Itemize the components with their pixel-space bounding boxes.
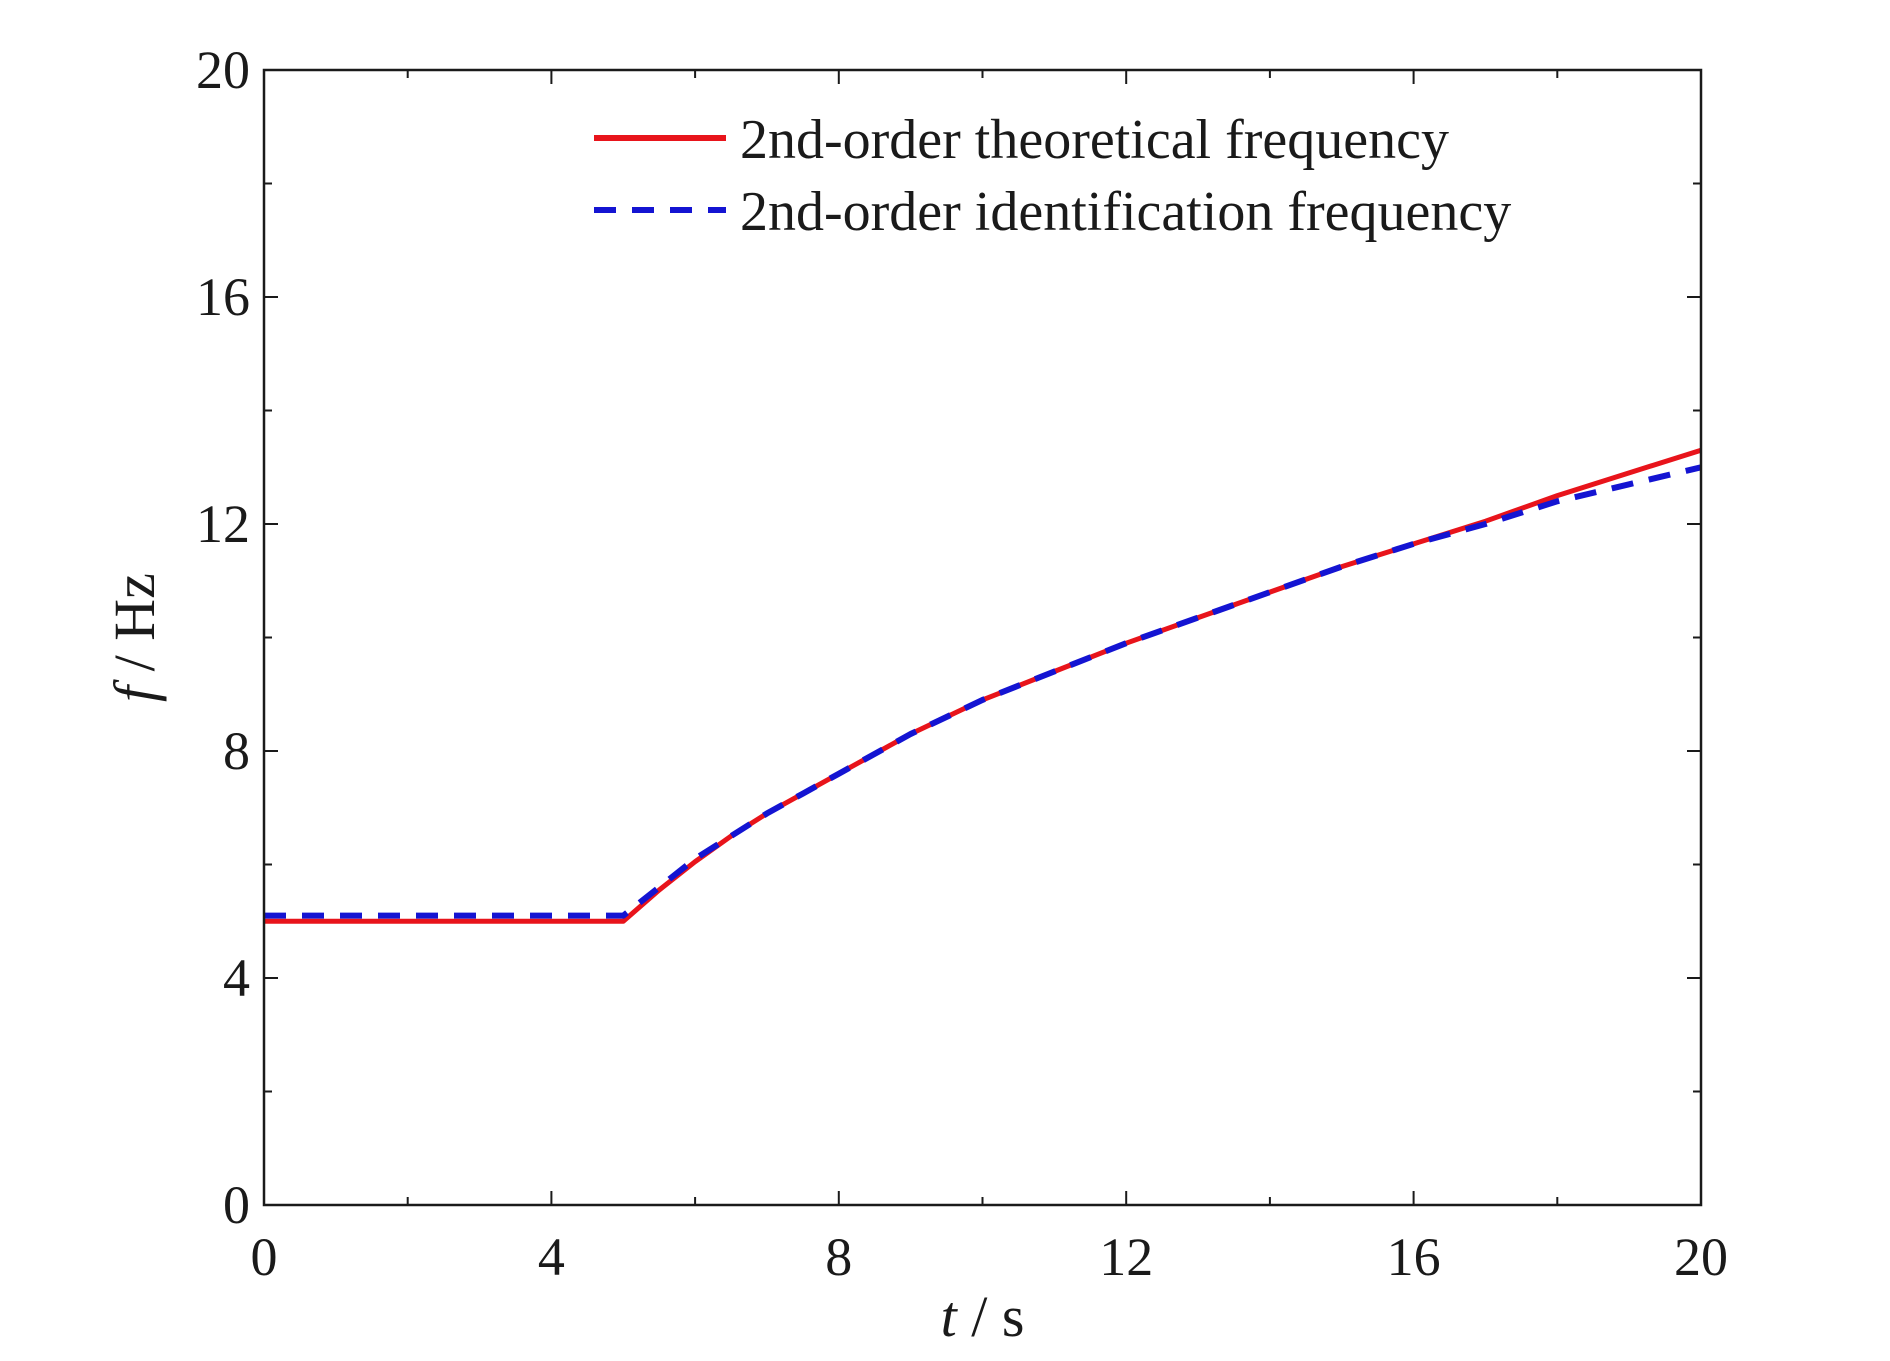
y-tick-label: 20 — [196, 40, 250, 100]
x-axis-unit: s — [1002, 1284, 1025, 1349]
legend-label-identification: 2nd-order identification frequency — [740, 181, 1511, 243]
x-tick-labels: 0 4 8 12 16 20 — [251, 1227, 1729, 1287]
plot-area-frame — [262, 68, 1703, 1207]
x-axis-separator: / — [957, 1284, 1002, 1349]
x-axis-label: t / s — [941, 1284, 1025, 1349]
x-tick-label: 0 — [251, 1227, 278, 1287]
y-tick-label: 16 — [196, 267, 250, 327]
y-tick-label: 8 — [223, 721, 250, 781]
y-tick-label: 12 — [196, 494, 250, 554]
x-tick-label: 12 — [1099, 1227, 1153, 1287]
y-axis-unit: Hz — [102, 573, 167, 641]
x-tick-label: 16 — [1387, 1227, 1441, 1287]
series-layer — [264, 447, 1702, 924]
legend-label-theoretical: 2nd-order theoretical frequency — [740, 109, 1449, 171]
y-tick-label: 0 — [223, 1175, 250, 1235]
y-tick-labels: 0 4 8 12 16 20 — [196, 40, 250, 1235]
x-tick-label: 4 — [538, 1227, 565, 1287]
y-tick-label: 4 — [223, 948, 250, 1008]
x-tick-label: 20 — [1674, 1227, 1728, 1287]
y-axis-separator: / — [102, 641, 167, 686]
series-line-identification — [264, 464, 1702, 919]
y-axis-label: f / Hz — [102, 573, 167, 702]
x-tick-label: 8 — [825, 1227, 852, 1287]
legend: 2nd-order theoretical frequency 2nd-orde… — [594, 109, 1511, 243]
x-axis-variable: t — [941, 1284, 959, 1349]
